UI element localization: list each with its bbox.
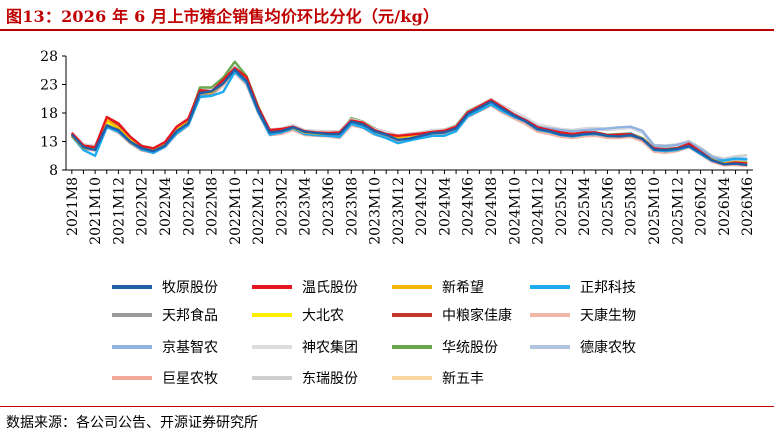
series-line	[70, 67, 748, 165]
title-rule	[0, 29, 774, 31]
series-line	[70, 66, 748, 163]
series-line	[70, 66, 748, 166]
legend-label: 正邦科技	[580, 280, 636, 296]
x-tick-label: 2026M4	[717, 177, 733, 236]
legend-label: 天康生物	[580, 307, 636, 324]
chart-plot-area	[70, 60, 748, 168]
x-tick-label: 2025M6	[600, 177, 616, 236]
series-line	[70, 71, 748, 168]
legend-label: 德康农牧	[580, 339, 636, 356]
x-tick-label: 2022M6	[181, 177, 197, 236]
x-tick-label: 2026M2	[694, 177, 710, 236]
x-tick-label: 2023M2	[274, 177, 290, 236]
x-tick-label: 2021M10	[88, 177, 104, 245]
source-rule	[0, 406, 774, 407]
series-line	[70, 69, 748, 167]
legend-label: 新希望	[442, 280, 484, 296]
x-tick-label: 2022M4	[158, 177, 174, 236]
series-line	[70, 67, 748, 165]
x-tick-label: 2023M12	[391, 177, 407, 245]
series-line	[70, 60, 748, 165]
chart-axes: 8 13 18 23 28 2021M8 2021M10 2021M12 2022M2 2022M…	[40, 49, 756, 245]
x-tick-label: 2021M12	[111, 177, 127, 245]
x-tick-label: 2023M8	[344, 177, 360, 236]
y-tick-label: 13	[40, 135, 58, 151]
chart-svg: 8 13 18 23 28 2021M8 2021M10 2021M12 2022M2 2022M…	[40, 49, 756, 387]
x-tick-label: 2023M6	[321, 177, 337, 236]
legend-label: 东瑞股份	[302, 371, 358, 387]
x-tick-label: 2024M2	[414, 177, 430, 236]
x-tick-label: 2022M2	[135, 177, 151, 236]
x-tick-label: 2021M8	[65, 177, 81, 236]
x-tick-label: 2025M2	[554, 177, 570, 236]
x-tick-label: 2024M12	[531, 177, 547, 245]
x-tick-label: 2025M10	[647, 177, 663, 245]
x-tick-label: 2023M4	[298, 177, 314, 236]
x-tick-label: 2025M12	[670, 177, 686, 245]
legend-label: 华统股份	[442, 340, 498, 356]
y-tick-label: 18	[40, 106, 58, 122]
x-tick-label: 2022M8	[205, 177, 221, 236]
legend-label: 新五丰	[442, 371, 484, 387]
legend-label: 温氏股份	[302, 280, 358, 296]
x-tick-label: 2024M10	[507, 177, 523, 245]
source-note: 数据来源：各公司公告、开源证券研究所	[6, 415, 258, 431]
series-line	[70, 68, 748, 162]
legend-label: 大北农	[302, 308, 344, 324]
chart-title: 图13：2026 年 6 月上市猪企销售均价环比分化（元/kg）	[6, 7, 440, 26]
x-tick-label: 2026M6	[740, 177, 756, 236]
series-line	[70, 68, 748, 167]
y-tick-label: 8	[49, 163, 58, 179]
x-tick-label: 2023M10	[368, 177, 384, 245]
x-tick-label: 2022M12	[251, 177, 267, 245]
legend-label: 中粮家佳康	[442, 307, 512, 324]
legend-label: 牧原股份	[162, 280, 218, 296]
x-tick-label: 2024M4	[437, 177, 453, 236]
x-tick-label: 2022M10	[228, 177, 244, 245]
legend-label: 神农集团	[302, 339, 358, 356]
x-tick-label: 2025M8	[624, 177, 640, 236]
y-tick-label: 23	[40, 78, 58, 94]
legend-label: 京基智农	[162, 339, 218, 356]
series-line	[70, 70, 748, 163]
legend-label: 天邦食品	[162, 307, 218, 324]
x-tick-label: 2024M6	[461, 177, 477, 236]
x-tick-label: 2024M8	[484, 177, 500, 236]
x-tick-label: 2025M4	[577, 177, 593, 236]
series-line	[70, 68, 748, 166]
series-line	[70, 67, 748, 166]
series-line	[70, 69, 748, 167]
legend-label: 巨星农牧	[162, 371, 218, 387]
y-tick-label: 28	[40, 49, 58, 65]
